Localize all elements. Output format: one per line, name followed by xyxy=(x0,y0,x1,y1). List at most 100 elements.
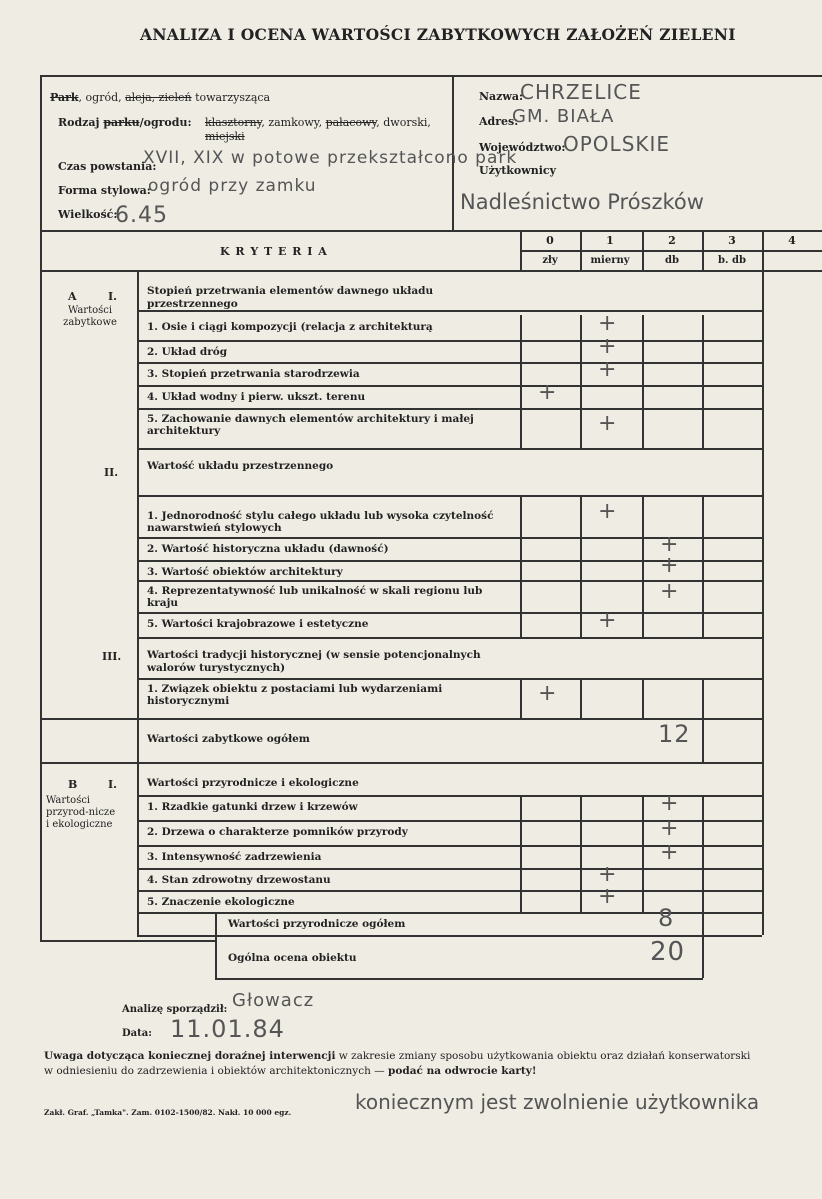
overall-label: Ogólna ocena obiektu xyxy=(228,952,357,964)
cell-divider xyxy=(642,362,644,385)
score-mark: + xyxy=(598,334,617,359)
section-b-roman: I. xyxy=(108,778,117,791)
cell-divider xyxy=(702,718,704,762)
cell-divider xyxy=(580,678,582,718)
uzytkownicy-value: Nadleśnictwo Prószków xyxy=(460,190,704,214)
cell-divider xyxy=(520,612,522,637)
cell-divider xyxy=(642,580,644,612)
score-mark: + xyxy=(598,310,617,336)
cell-divider xyxy=(642,890,644,912)
cell-divider xyxy=(520,845,522,868)
cell-divider xyxy=(702,385,704,408)
row-line xyxy=(137,678,762,680)
row-line xyxy=(137,362,762,364)
criterion-label: 3. Intensywność zadrzewienia xyxy=(147,851,322,863)
column-divider xyxy=(642,230,644,270)
header-divider xyxy=(520,250,822,252)
cell-divider xyxy=(702,362,704,385)
cell-divider xyxy=(642,385,644,408)
row-line xyxy=(137,448,762,450)
section-heading: Wartość układu przestrzennego xyxy=(147,460,334,472)
total-label: Wartości przyrodnicze ogółem xyxy=(228,918,406,930)
section-a-name: Wartości zabytkowe xyxy=(63,305,117,328)
grade-0: zły xyxy=(542,255,558,266)
score-0: 0 xyxy=(546,234,554,247)
section-a-iii: III. xyxy=(102,650,122,663)
cell-divider xyxy=(702,890,704,912)
criterion-label: 1. Osie i ciągi kompozycji (relacja z ar… xyxy=(147,321,433,333)
section-split xyxy=(40,718,137,720)
score-mark: + xyxy=(660,553,679,578)
grade-2: db xyxy=(665,255,679,266)
cell-divider xyxy=(520,362,522,385)
cell-divider xyxy=(642,678,644,718)
row-line xyxy=(137,912,762,914)
cell-divider xyxy=(702,408,704,448)
cell-divider xyxy=(642,495,644,537)
section-a-ii: II. xyxy=(104,466,119,479)
cell-divider xyxy=(520,385,522,408)
cell-divider xyxy=(642,537,644,560)
row-line xyxy=(137,580,762,582)
row-line xyxy=(137,560,762,562)
uzytkownicy-label: Użytkownicy xyxy=(479,164,557,177)
cell-divider xyxy=(580,845,582,868)
score-mark: + xyxy=(538,681,557,706)
wojewodztwo-value: OPOLSKIE xyxy=(563,132,671,156)
cell-divider xyxy=(642,845,644,868)
analiza-label: Analizę sporządził: xyxy=(122,1004,228,1015)
column-divider xyxy=(702,230,704,270)
cell-divider xyxy=(702,845,704,868)
rodzaj-miejski: miejski xyxy=(205,130,245,143)
cell-divider xyxy=(580,868,582,890)
header-bottom xyxy=(40,270,822,272)
wielkosc-value: 6.45 xyxy=(115,203,168,228)
criteria-right-line xyxy=(762,270,764,935)
cell-divider xyxy=(702,912,704,935)
cell-divider xyxy=(702,795,704,820)
section-heading: Wartości tradycji historycznej (w sensie… xyxy=(147,649,481,674)
grade-3: b. db xyxy=(718,255,746,266)
forma-label: Forma stylowa: xyxy=(58,184,151,197)
cell-divider xyxy=(702,340,704,362)
score-mark: + xyxy=(598,607,617,633)
column-divider xyxy=(762,230,764,270)
criterion-label: 5. Wartości krajobrazowe i estetyczne xyxy=(147,618,369,630)
column-divider xyxy=(580,230,582,270)
section-split xyxy=(40,762,137,764)
score-mark: + xyxy=(660,579,679,604)
score-mark: + xyxy=(660,790,679,816)
section-a-letter: A xyxy=(68,290,77,303)
cell-divider xyxy=(642,560,644,580)
criterion-label: 2. Układ dróg xyxy=(147,346,228,358)
score-mark: + xyxy=(598,862,617,887)
row-line xyxy=(137,310,762,312)
criterion-label: 3. Wartość obiektów architektury xyxy=(147,566,343,578)
czas-value: XVII, XIX w potowe przekształcono park xyxy=(143,148,518,168)
overall-left xyxy=(215,912,217,978)
nazwa-value: CHRZELICE xyxy=(520,80,642,104)
cell-divider xyxy=(702,495,704,537)
cell-divider xyxy=(642,820,644,845)
cell-divider xyxy=(702,580,704,612)
row-line xyxy=(137,890,762,892)
score-mark: + xyxy=(660,531,679,557)
cell-divider xyxy=(520,340,522,362)
score-2: 2 xyxy=(668,234,676,247)
score-mark: + xyxy=(598,411,617,436)
total-value: 8 xyxy=(658,904,675,932)
uwaga-line1: Uwaga dotycząca koniecznej doraźnej inte… xyxy=(44,1050,751,1062)
total-label: Wartości zabytkowe ogółem xyxy=(147,733,310,745)
criterion-label: 4. Stan zdrowotny drzewostanu xyxy=(147,874,331,886)
score-3: 3 xyxy=(728,234,736,247)
cell-divider xyxy=(702,537,704,560)
row-line xyxy=(137,762,762,764)
data-label: Data: xyxy=(122,1028,152,1039)
object-type-line: Park, ogród, aleja, zieleń towarzysząca xyxy=(50,91,271,104)
overall-bottom xyxy=(215,978,703,980)
criterion-label: 4. Układ wodny i pierw. ukszt. terenu xyxy=(147,391,366,403)
row-line xyxy=(137,935,762,937)
row-line xyxy=(137,537,762,539)
row-line xyxy=(137,868,762,870)
adres-label: Adres: xyxy=(479,115,519,128)
